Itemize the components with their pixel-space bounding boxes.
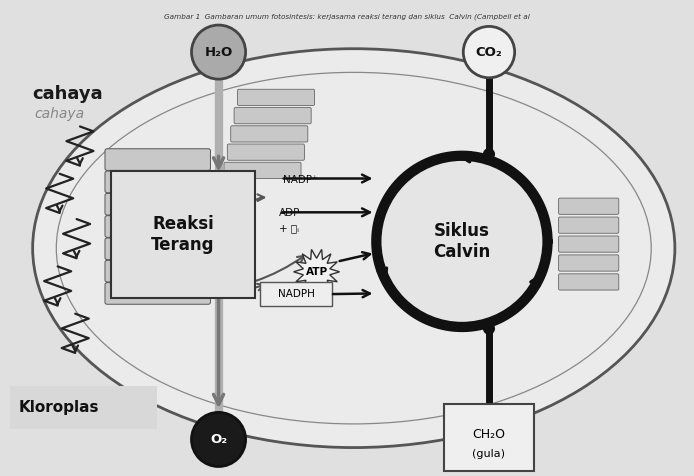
FancyBboxPatch shape (111, 171, 255, 298)
Text: Gambar 1  Gambaran umum fotosintesis: kerjasama reaksi terang dan siklus  Calvin: Gambar 1 Gambaran umum fotosintesis: ker… (164, 13, 530, 20)
Text: H₂O: H₂O (205, 46, 232, 59)
Text: Reaksi
Terang: Reaksi Terang (151, 215, 215, 254)
Text: ADP: ADP (280, 208, 301, 218)
Text: CH₂O: CH₂O (473, 427, 505, 441)
FancyBboxPatch shape (559, 217, 619, 233)
FancyBboxPatch shape (230, 126, 308, 142)
FancyBboxPatch shape (10, 386, 157, 429)
FancyBboxPatch shape (105, 193, 210, 215)
FancyBboxPatch shape (237, 89, 314, 106)
FancyBboxPatch shape (443, 404, 534, 471)
FancyBboxPatch shape (260, 282, 332, 306)
Text: Siklus
Calvin: Siklus Calvin (433, 222, 491, 261)
Text: NADP⁺: NADP⁺ (282, 175, 317, 185)
Text: + Ⓟᵢ: + Ⓟᵢ (280, 223, 299, 233)
FancyBboxPatch shape (559, 198, 619, 214)
Circle shape (464, 26, 515, 78)
Text: cahaya: cahaya (35, 107, 85, 121)
Text: NADPH: NADPH (278, 289, 315, 299)
FancyBboxPatch shape (105, 238, 210, 259)
FancyBboxPatch shape (105, 283, 210, 304)
FancyBboxPatch shape (105, 171, 210, 193)
Circle shape (192, 25, 246, 79)
Text: O₂: O₂ (210, 433, 227, 446)
Text: Kloroplas: Kloroplas (19, 399, 100, 415)
Circle shape (192, 412, 246, 466)
Circle shape (483, 323, 495, 335)
Text: cahaya: cahaya (33, 85, 103, 103)
Text: CO₂: CO₂ (475, 46, 502, 59)
FancyBboxPatch shape (559, 255, 619, 271)
FancyBboxPatch shape (559, 274, 619, 290)
Polygon shape (294, 249, 339, 294)
FancyBboxPatch shape (105, 149, 210, 170)
FancyBboxPatch shape (224, 162, 301, 178)
FancyBboxPatch shape (105, 260, 210, 282)
Circle shape (382, 161, 543, 322)
Circle shape (483, 148, 495, 160)
Ellipse shape (33, 49, 675, 447)
FancyBboxPatch shape (228, 144, 305, 160)
FancyBboxPatch shape (559, 236, 619, 252)
FancyBboxPatch shape (234, 108, 311, 124)
FancyBboxPatch shape (105, 216, 210, 238)
Text: (gula): (gula) (473, 449, 505, 459)
Text: ATP: ATP (305, 267, 328, 277)
